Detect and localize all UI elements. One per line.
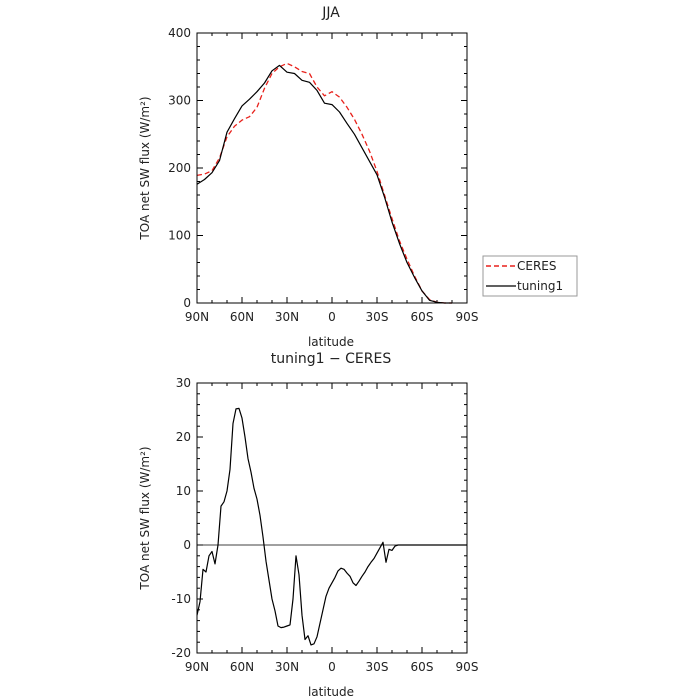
x-tick-label: 90S [456, 310, 479, 324]
x-tick-label: 30N [275, 660, 299, 674]
bottom-panel-ticks: 90N 60N 30N 0 30S 60S 90S -20 -10 0 10 20 30 [171, 376, 478, 674]
top-x-axis-label: latitude [308, 335, 354, 349]
x-tick-label: 60S [411, 310, 434, 324]
bottom-y-axis-label: TOA net SW flux (W/m²) [138, 446, 152, 590]
top-plot-frame [196, 32, 468, 304]
bottom-panel-series [196, 407, 467, 646]
legend-label-ceres: CERES [517, 259, 557, 273]
bottom-x-axis-label: latitude [308, 685, 354, 699]
x-tick-label: 90N [185, 310, 209, 324]
legend: CERES tuning1 [482, 255, 578, 297]
x-tick-label: 90S [456, 660, 479, 674]
series-line-tuning1 [196, 64, 452, 304]
bottom-panel: tuning1 − CERES 90N 60N 30N 0 30S 60S 90S -20 -1… [138, 351, 478, 699]
x-tick-label: 60S [411, 660, 434, 674]
y-tick-label: 0 [183, 296, 191, 310]
y-tick-label: -20 [171, 646, 191, 660]
top-panel: JJA 90N 60N 30N 0 30S 60S 90S 0 100 200 300 400 lat… [138, 5, 478, 349]
series-line-ceres [196, 62, 452, 304]
y-tick-label: 300 [168, 94, 191, 108]
x-tick-label: 60N [230, 310, 254, 324]
bottom-panel-title: tuning1 − CERES [271, 351, 392, 367]
legend-label-tuning1: tuning1 [517, 279, 563, 293]
y-tick-label: 10 [176, 484, 191, 498]
x-tick-label: 0 [328, 310, 336, 324]
x-tick-label: 90N [185, 660, 209, 674]
top-panel-title: JJA [321, 5, 340, 21]
top-y-axis-label: TOA net SW flux (W/m²) [138, 96, 152, 240]
y-tick-label: 0 [183, 538, 191, 552]
bottom-plot-frame [196, 382, 468, 654]
x-tick-label: 60N [230, 660, 254, 674]
y-tick-label: 100 [168, 229, 191, 243]
y-tick-label: 200 [168, 161, 191, 175]
y-tick-label: 400 [168, 26, 191, 40]
y-tick-label: 30 [176, 376, 191, 390]
x-tick-label: 0 [328, 660, 336, 674]
x-tick-label: 30S [366, 660, 389, 674]
legend-box [482, 255, 578, 297]
top-panel-series [196, 62, 452, 304]
x-tick-label: 30S [366, 310, 389, 324]
series-line-difference [196, 407, 467, 646]
y-tick-label: -10 [171, 592, 191, 606]
top-panel-ticks: 90N 60N 30N 0 30S 60S 90S 0 100 200 300 400 [168, 26, 478, 324]
x-tick-label: 30N [275, 310, 299, 324]
y-tick-label: 20 [176, 430, 191, 444]
